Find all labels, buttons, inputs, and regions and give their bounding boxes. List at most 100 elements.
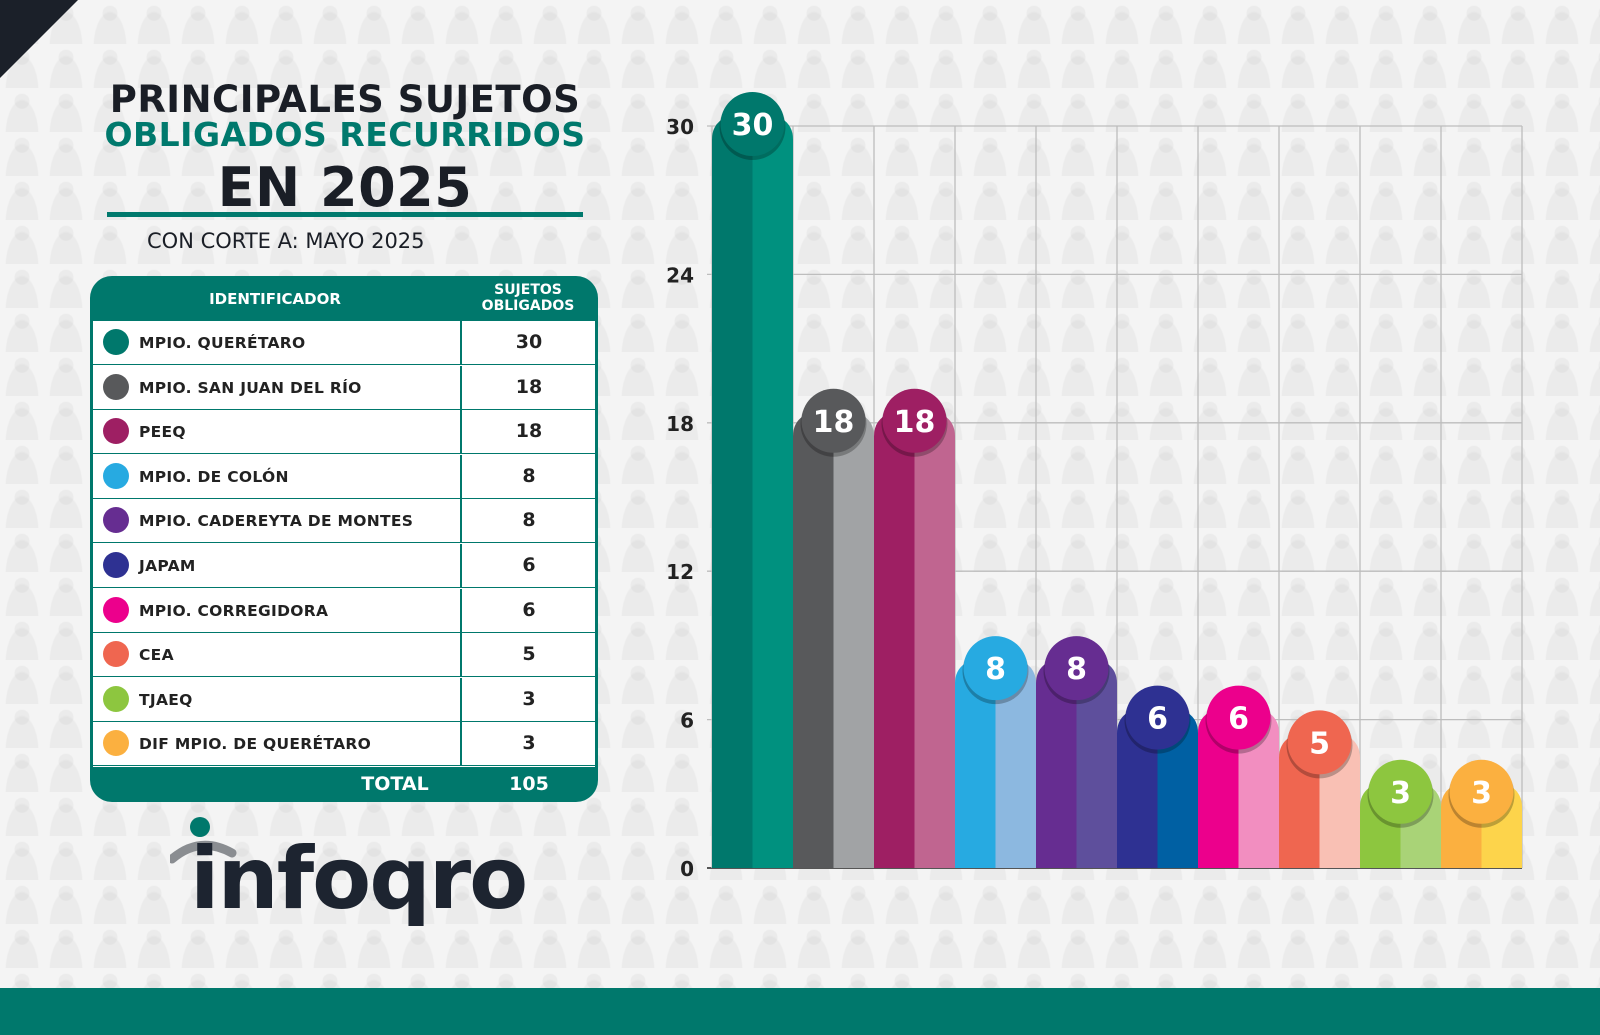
y-tick-label: 6 [680,709,694,733]
column-separator [460,588,462,632]
column-separator [460,499,462,543]
col-header-count: SUJETOS OBLIGADOS [458,282,598,314]
bar-label-bubble [1125,685,1190,750]
row-identifier: MPIO. CADEREYTA DE MONTES [139,512,414,531]
bar-right [1076,656,1117,868]
bar-label-bubble [1449,759,1514,824]
y-tick-label: 0 [680,857,694,881]
column-separator [460,321,462,364]
corner-decoration [0,0,78,78]
data-table: IDENTIFICADOR SUJETOS OBLIGADOS MPIO. QU… [90,276,598,802]
bar-label-shadow [881,390,948,457]
infoqro-logo: infoqro [170,815,530,935]
bar-left [1279,730,1320,868]
table-row: MPIO. QUERÉTARO 30 [93,321,595,365]
bar-left [1036,656,1077,868]
table-row: MPIO. CORREGIDORA 6 [93,588,595,633]
color-swatch [103,552,129,578]
column-separator [460,410,462,454]
bar-right [1238,706,1279,868]
bar-value-label: 6 [1228,702,1249,737]
column-separator [460,677,462,721]
row-value: 3 [522,687,536,710]
column-separator [460,365,462,409]
y-tick-label: 24 [666,263,694,287]
y-tick-label: 18 [666,412,694,436]
bar-value-label: 8 [1066,652,1087,687]
column-separator [460,544,462,587]
bar-left [955,656,996,868]
bar-left [1117,706,1158,868]
bar-left [793,409,834,868]
row-value: 5 [522,643,536,666]
logo-icon [170,817,237,864]
bar-label-bubble [1287,710,1352,775]
logo-wordmark: infoqro [190,829,528,929]
title-line-2: OBLIGADOS RECURRIDOS [104,115,586,154]
bar-left [712,112,753,868]
color-swatch [103,329,129,355]
row-identifier: CEA [139,646,174,665]
total-value: 105 [509,773,549,795]
row-identifier: MPIO. DE COLÓN [139,467,289,486]
bar-label-shadow [962,638,1029,705]
column-separator [460,454,462,498]
y-tick-label: 12 [666,560,694,584]
cut-date: CON CORTE A: MAYO 2025 [147,229,425,253]
bar-right [752,112,793,868]
bar-label-shadow [1286,712,1353,779]
bar-right [833,409,874,868]
color-swatch [103,685,129,712]
footer-band [0,988,1600,1035]
row-identifier: MPIO. SAN JUAN DEL RÍO [139,378,362,397]
color-swatch [103,507,129,534]
bar-right [914,409,955,868]
col-header-identifier: IDENTIFICADOR [209,290,341,308]
color-swatch [103,418,129,445]
bar-left [874,409,915,868]
bar-label-bubble [801,388,866,453]
color-swatch [103,462,129,489]
row-value: 6 [522,554,536,576]
title-line-1: PRINCIPALES SUJETOS [109,78,581,121]
row-value: 18 [515,420,543,443]
row-identifier: DIF MPIO. DE QUERÉTARO [139,735,372,754]
bar-label-shadow [1367,761,1434,828]
bar-label-shadow [1448,761,1515,828]
bar-value-label: 3 [1471,776,1492,811]
bar-left [1360,780,1401,868]
bar-label-bubble [1044,636,1109,701]
bar-right [1400,780,1441,868]
table-row: PEEQ 18 [93,410,595,455]
col-header-count-line1: SUJETOS [494,282,562,298]
color-swatch [103,730,129,757]
bar-label-bubble [882,388,947,453]
row-value: 3 [522,732,536,755]
bar-label-shadow [1205,687,1272,754]
bar-label-bubble [963,636,1028,701]
bar-value-label: 6 [1147,702,1168,737]
column-separator [460,722,462,766]
table-row: MPIO. SAN JUAN DEL RÍO 18 [93,365,595,410]
bar-right [1157,706,1198,868]
bar-label-shadow [1043,638,1110,705]
table-row: JAPAM 6 [93,544,595,588]
row-identifier: TJAEQ [139,690,193,709]
color-swatch [103,596,129,623]
table-row: TJAEQ 3 [93,677,595,722]
title-divider [107,212,583,217]
table-row: CEA 5 [93,633,595,678]
bar-value-label: 8 [985,652,1006,687]
row-value: 6 [522,598,536,621]
bar-label-shadow [719,94,786,160]
bar-label-shadow [1124,687,1191,754]
table-row: MPIO. CADEREYTA DE MONTES 8 [93,499,595,544]
row-value: 8 [522,464,536,487]
bar-left [1441,780,1482,868]
bar-value-label: 30 [732,108,774,143]
bar-left [1198,706,1239,868]
bar-label-shadow [800,390,867,457]
bar-value-label: 5 [1309,726,1330,761]
row-value: 30 [515,331,543,353]
bar-label-bubble [1206,685,1271,750]
